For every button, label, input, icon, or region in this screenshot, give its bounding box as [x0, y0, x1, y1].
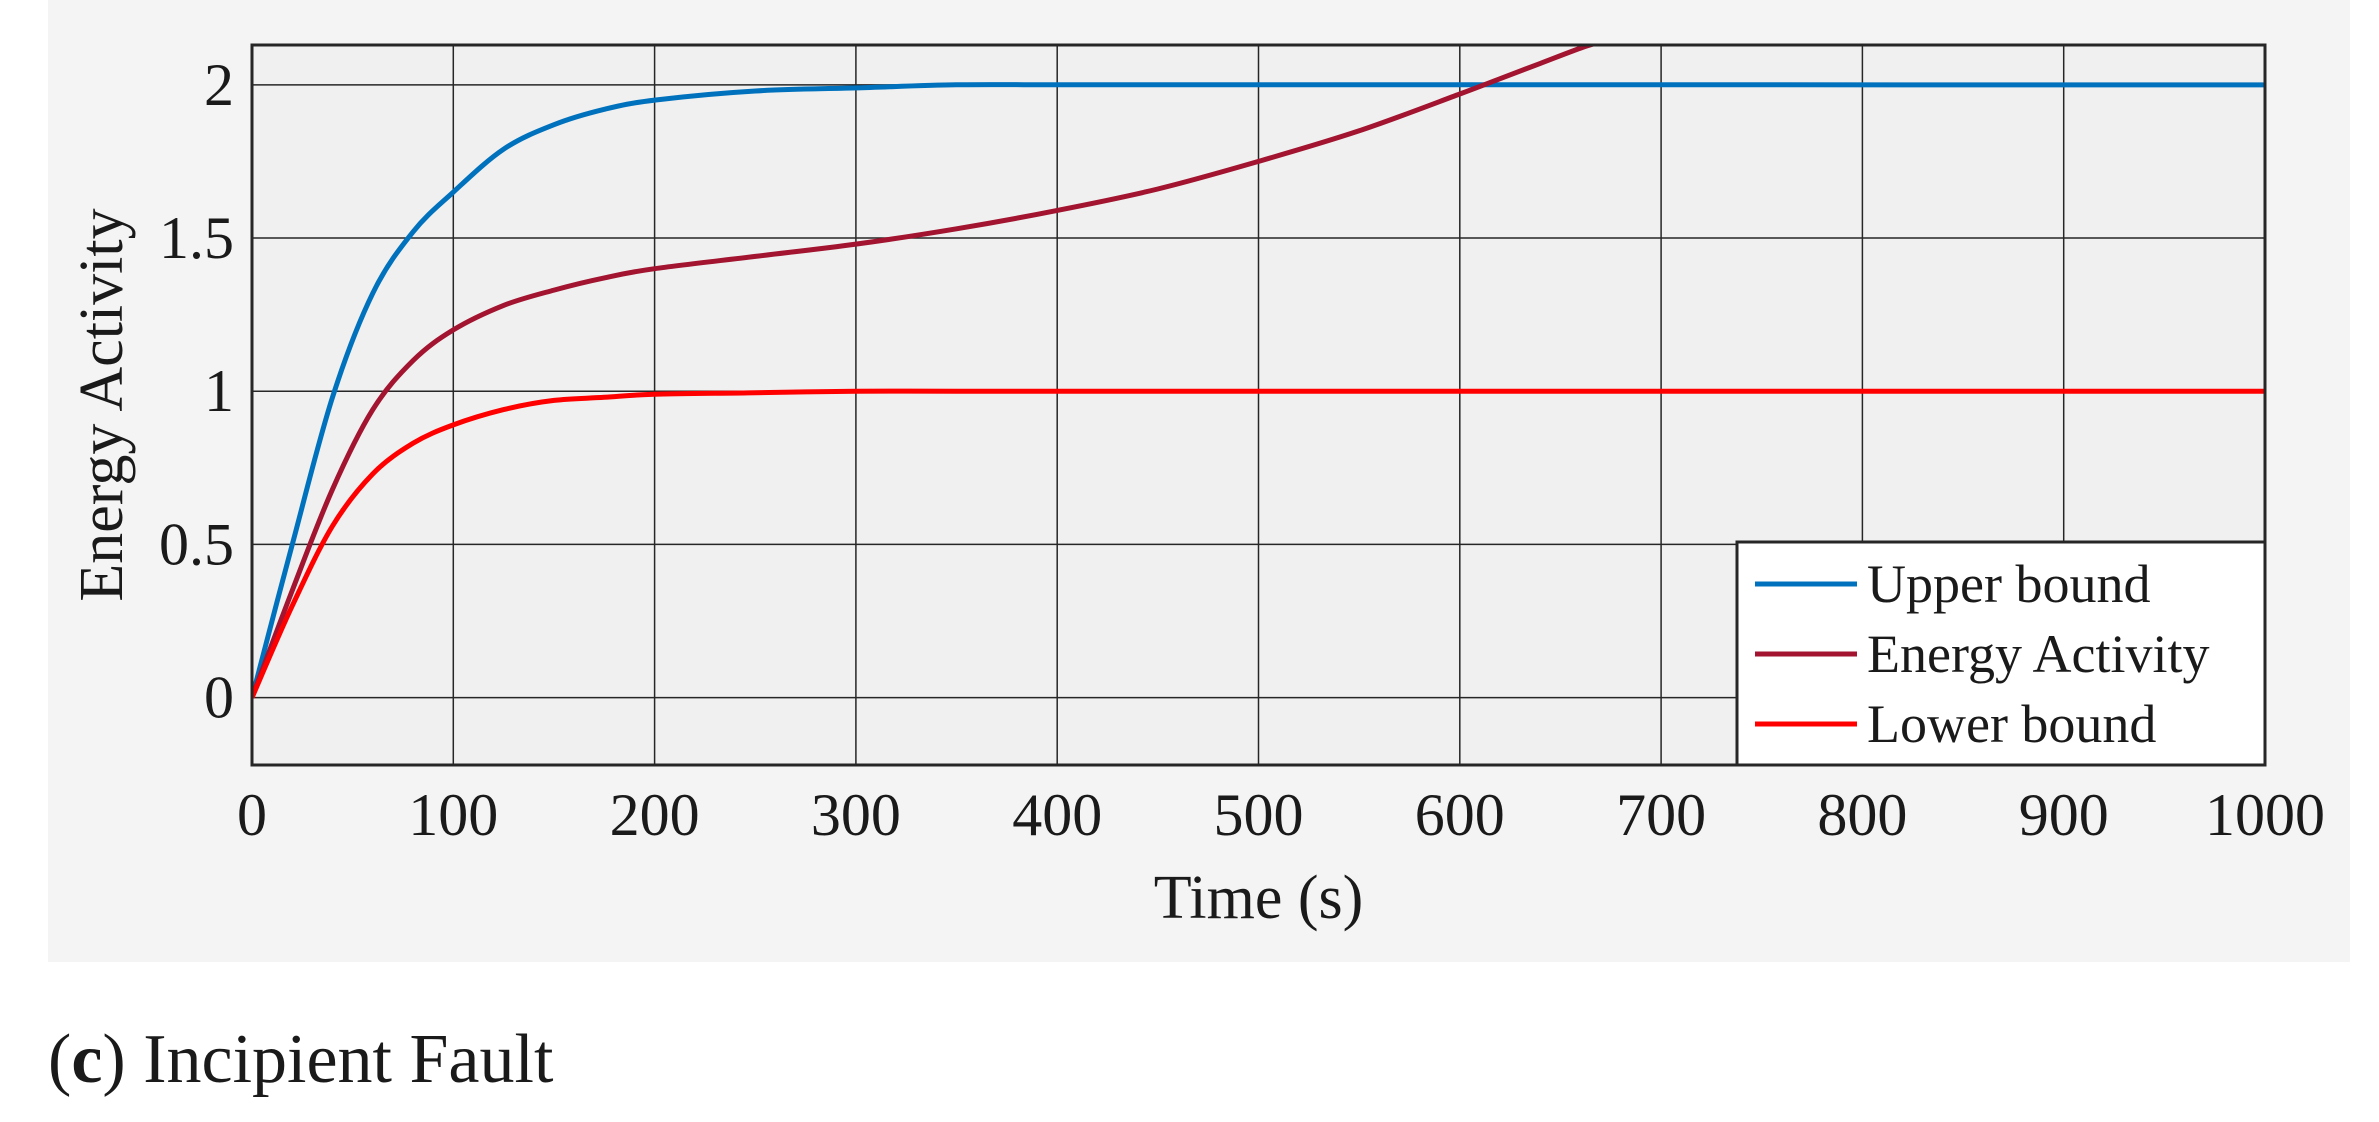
- y-tick-label: 1.5: [159, 205, 234, 271]
- y-tick-labels: 0 0.5 1 1.5 2: [159, 52, 234, 731]
- series-line-lower-bound: [252, 388, 2265, 699]
- x-tick-label: 1000: [2205, 782, 2325, 848]
- y-axis-label: Energy Activity: [68, 208, 136, 601]
- legend-label: Lower bound: [1867, 694, 2156, 754]
- x-tick-label: 700: [1616, 782, 1706, 848]
- x-tick-label: 600: [1415, 782, 1505, 848]
- caption-letter: c: [71, 1021, 103, 1098]
- y-tick-label: 2: [204, 52, 234, 118]
- y-tick-label: 0: [204, 665, 234, 731]
- x-tick-label: 0: [237, 782, 267, 848]
- legend: Upper bound Energy Activity Lower bound: [1735, 540, 2267, 767]
- x-tick-label: 400: [1012, 782, 1102, 848]
- series-lines: [252, 45, 2265, 699]
- x-tick-label: 900: [2019, 782, 2109, 848]
- series-line-energy-activity: [252, 45, 1600, 699]
- x-tick-label: 300: [811, 782, 901, 848]
- y-tick-label: 1: [204, 358, 234, 424]
- series-line-upper-bound: [252, 82, 2265, 699]
- x-tick-labels: 0 100 200 300 400 500 600 700 800 900 1000: [237, 782, 2325, 848]
- x-axis-label: Time (s): [1154, 864, 1364, 932]
- x-tick-label: 500: [1214, 782, 1304, 848]
- legend-label: Energy Activity: [1867, 624, 2209, 684]
- y-tick-label: 0.5: [159, 511, 234, 577]
- plot-frame: [250, 43, 2267, 767]
- figure-caption: (c) Incipient Fault: [48, 1021, 554, 1098]
- caption-text: Incipient Fault: [143, 1021, 554, 1098]
- x-tick-label: 200: [610, 782, 700, 848]
- line-chart: 0 0.5 1 1.5 2 0 100 200 300 400 500 600 700 800 900 10…: [48, 0, 2350, 962]
- x-tick-label: 800: [1817, 782, 1907, 848]
- legend-label: Upper bound: [1867, 554, 2150, 614]
- x-tick-label: 100: [408, 782, 498, 848]
